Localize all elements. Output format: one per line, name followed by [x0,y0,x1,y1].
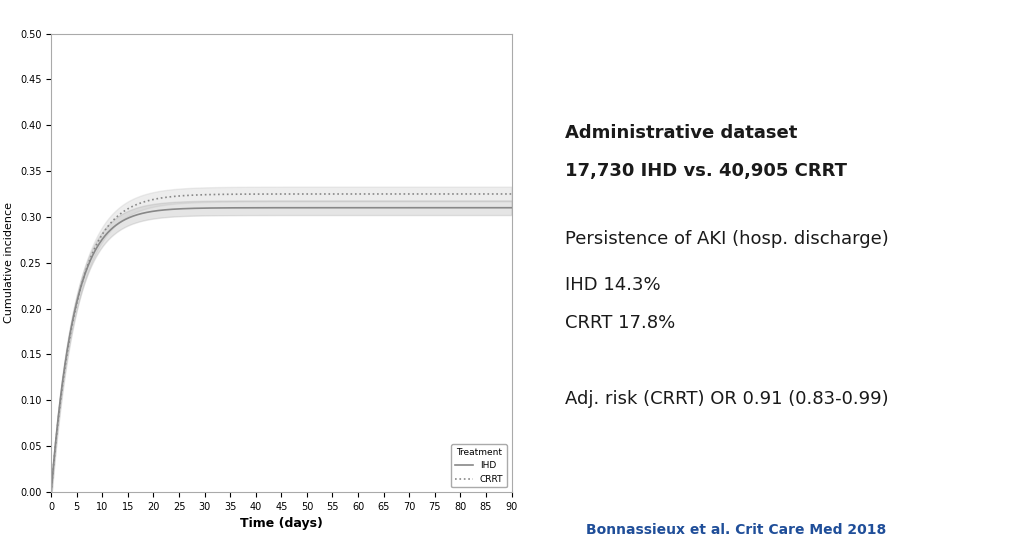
Text: Adj. risk (CRRT) OR 0.91 (0.83-0.99): Adj. risk (CRRT) OR 0.91 (0.83-0.99) [565,390,888,408]
IHD [45,489,57,495]
IHD [361,205,373,211]
CRRT [45,489,57,495]
Text: Persistence of AKI (hosp. discharge): Persistence of AKI (hosp. discharge) [565,230,888,249]
CRRT [361,191,373,197]
Line: IHD: IHD [51,208,512,492]
Legend: IHD, CRRT: IHD, CRRT [451,444,507,487]
CRRT [248,191,260,197]
CRRT [231,191,243,197]
IHD [412,205,425,211]
IHD [248,205,260,211]
Text: Bonnassieux et al. Crit Care Med 2018: Bonnassieux et al. Crit Care Med 2018 [586,523,887,537]
Text: CRRT 17.8%: CRRT 17.8% [565,314,675,332]
CRRT [412,191,425,197]
IHD [231,205,243,211]
Text: 17,730 IHD vs. 40,905 CRRT: 17,730 IHD vs. 40,905 CRRT [565,162,847,180]
Y-axis label: Cumulative incidence: Cumulative incidence [4,202,14,323]
Text: Administrative dataset: Administrative dataset [565,124,797,142]
Line: CRRT: CRRT [51,194,512,492]
IHD [92,242,104,249]
IHD [404,205,416,211]
IHD [505,205,518,211]
CRRT [404,191,416,197]
X-axis label: Time (days): Time (days) [239,517,323,530]
Text: IHD 14.3%: IHD 14.3% [565,276,660,294]
CRRT [505,191,518,197]
CRRT [92,238,104,245]
